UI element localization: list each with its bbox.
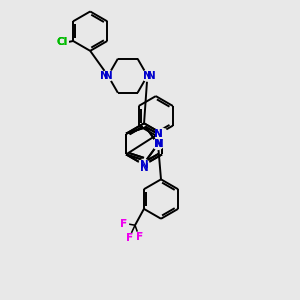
- Circle shape: [55, 36, 68, 49]
- Text: N: N: [140, 164, 148, 173]
- Circle shape: [124, 233, 134, 242]
- Text: F: F: [136, 232, 143, 242]
- Circle shape: [139, 160, 149, 170]
- Text: F: F: [136, 232, 143, 242]
- Text: N: N: [103, 71, 112, 81]
- Text: F: F: [120, 219, 127, 229]
- Text: Cl: Cl: [56, 38, 68, 47]
- Text: N: N: [143, 71, 152, 81]
- Circle shape: [119, 219, 128, 229]
- Text: N: N: [140, 160, 148, 170]
- Circle shape: [142, 70, 153, 81]
- Text: F: F: [120, 219, 127, 229]
- Text: F: F: [125, 233, 133, 243]
- Text: N: N: [147, 71, 156, 81]
- Text: F: F: [125, 233, 133, 243]
- Text: N: N: [155, 139, 164, 149]
- Text: Cl: Cl: [56, 38, 68, 47]
- Circle shape: [135, 232, 144, 241]
- Circle shape: [157, 128, 167, 139]
- Text: N: N: [154, 129, 163, 139]
- Text: N: N: [100, 71, 109, 81]
- Circle shape: [153, 139, 164, 149]
- Circle shape: [103, 70, 113, 81]
- Text: N: N: [154, 129, 163, 139]
- Text: N: N: [154, 139, 162, 149]
